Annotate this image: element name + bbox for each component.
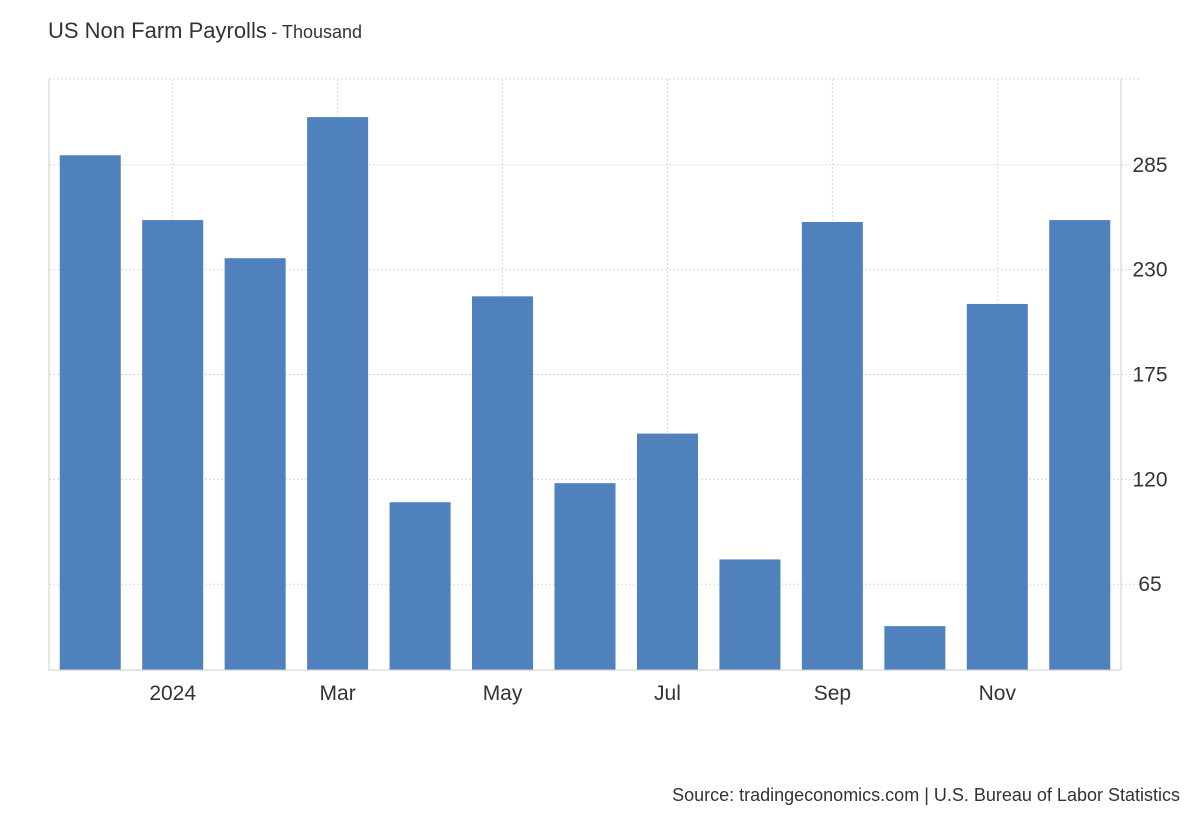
bar-feb-2024 [224, 258, 286, 670]
y-tick-label: 120 [1132, 468, 1167, 491]
bar-apr-2024 [389, 502, 451, 670]
source-note: Source: tradingeconomics.com | U.S. Bure… [672, 785, 1180, 805]
bar-oct-2024 [884, 626, 946, 670]
bar-aug-2024 [719, 559, 781, 670]
bar-mar-2024 [307, 117, 369, 671]
y-tick-label: 230 [1132, 259, 1167, 282]
axis-layer [48, 79, 1122, 671]
x-tick-label: Mar [320, 682, 356, 705]
y-tick-label: 285 [1132, 154, 1167, 177]
x-tick-label: Sep [814, 682, 851, 705]
y-tick-label: 65 [1138, 573, 1161, 596]
chart-title: US Non Farm Payrolls [48, 18, 267, 43]
chart-subtitle-separator: - [271, 22, 282, 42]
y-tick-label: 175 [1132, 364, 1167, 387]
x-tick-label: 2024 [149, 682, 196, 705]
chart-subtitle: Thousand [281, 22, 363, 42]
bar-layer [59, 117, 1111, 671]
x-tick-label: May [483, 682, 523, 705]
bar-jul-2024 [636, 433, 698, 670]
x-tick-label: Jul [654, 682, 681, 705]
chart-header: US Non Farm Payrolls - Thousand [48, 18, 362, 44]
bar-jun-2024 [554, 483, 616, 670]
label-layer: 65 120 175 230 285 2024 Mar May Jul Sep Nov [149, 154, 1167, 705]
x-tick-label: Nov [979, 682, 1017, 705]
bar-jan-2024 [142, 220, 204, 670]
bar-sep-2024 [801, 221, 863, 670]
bar-dec-2024 [1049, 220, 1111, 670]
bar-dec-2023 [59, 155, 121, 671]
bar-nov-2024 [966, 303, 1028, 670]
bar-may-2024 [472, 296, 534, 670]
